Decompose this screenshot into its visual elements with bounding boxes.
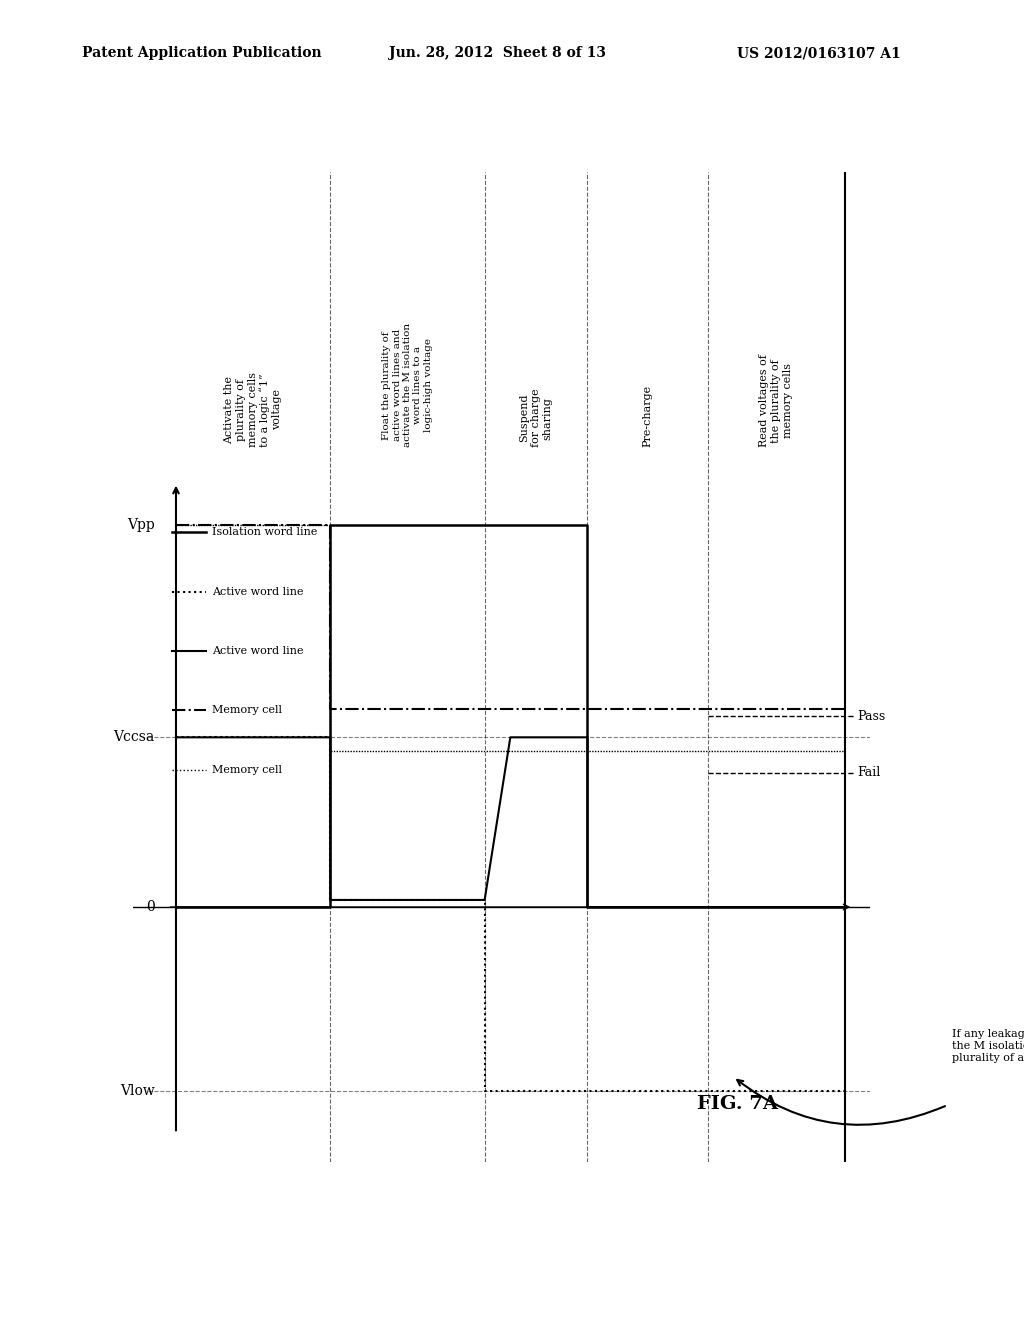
Text: 0: 0 xyxy=(145,900,155,913)
Text: Memory cell: Memory cell xyxy=(212,705,282,715)
Text: US 2012/0163107 A1: US 2012/0163107 A1 xyxy=(737,46,901,61)
Text: Active word line: Active word line xyxy=(212,586,303,597)
Text: FIG. 7A: FIG. 7A xyxy=(696,1094,778,1113)
Text: Fail: Fail xyxy=(857,766,881,779)
Text: Suspend
for charge
sharing: Suspend for charge sharing xyxy=(519,389,553,447)
Text: Isolation word line: Isolation word line xyxy=(212,527,317,537)
Text: Activate the
plurality of
memory cells
to a logic “1”
voltage: Activate the plurality of memory cells t… xyxy=(224,372,282,447)
Text: Memory cell: Memory cell xyxy=(212,764,282,775)
Text: Jun. 28, 2012  Sheet 8 of 13: Jun. 28, 2012 Sheet 8 of 13 xyxy=(389,46,606,61)
Text: If any leakage current flows from
the M isolation word lines to the
plurality of: If any leakage current flows from the M … xyxy=(952,1030,1024,1063)
Text: Pre-charge: Pre-charge xyxy=(642,385,652,447)
Text: Float the plurality of
active word lines and
activate the M isolation
word lines: Float the plurality of active word lines… xyxy=(382,323,433,447)
Text: Vccsa: Vccsa xyxy=(114,730,155,744)
Text: Active word line: Active word line xyxy=(212,645,303,656)
Text: Read voltages of
the plurality of
memory cells: Read voltages of the plurality of memory… xyxy=(760,355,793,447)
Text: Vpp: Vpp xyxy=(127,519,155,532)
Text: Pass: Pass xyxy=(857,710,886,722)
Text: Patent Application Publication: Patent Application Publication xyxy=(82,46,322,61)
Text: Vlow: Vlow xyxy=(120,1084,155,1098)
